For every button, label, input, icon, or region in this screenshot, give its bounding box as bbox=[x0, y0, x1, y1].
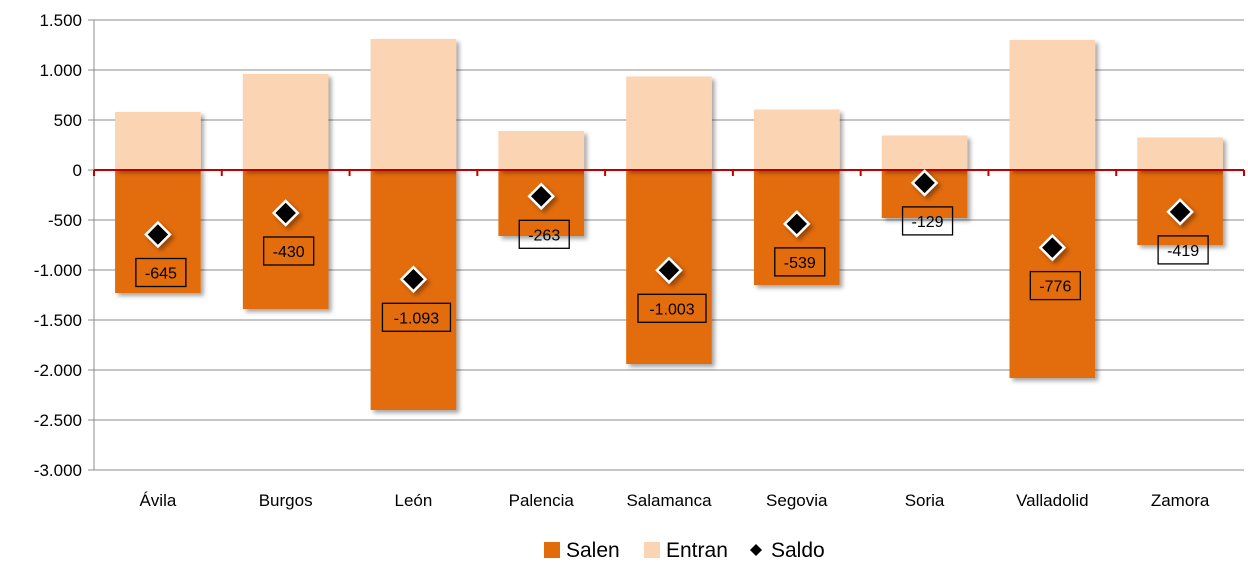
legend-swatch-salen bbox=[544, 542, 560, 558]
saldo-marker bbox=[1038, 233, 1067, 262]
data-label-box bbox=[637, 293, 707, 323]
data-label-box bbox=[135, 257, 187, 288]
data-label-box bbox=[518, 219, 570, 249]
bar-salen bbox=[1009, 170, 1096, 378]
saldo-marker bbox=[783, 210, 811, 238]
data-label: -419 bbox=[1167, 243, 1199, 260]
bar-salen bbox=[242, 170, 329, 309]
data-label-box bbox=[774, 247, 826, 277]
y-tick-label: 0 bbox=[73, 161, 82, 180]
legend-swatch-entran bbox=[644, 542, 660, 558]
bar-entran bbox=[881, 135, 968, 170]
category-label: Segovia bbox=[766, 491, 828, 510]
category-label: Soria bbox=[905, 491, 945, 510]
data-label: -776 bbox=[1039, 279, 1071, 296]
y-tick-label: -2.000 bbox=[34, 361, 82, 380]
y-tick-label: 500 bbox=[54, 111, 82, 130]
y-tick-label: 1.000 bbox=[39, 61, 82, 80]
category-label: Zamora bbox=[1151, 491, 1210, 510]
data-label: -263 bbox=[528, 227, 560, 244]
legend-label: Salen bbox=[566, 539, 620, 562]
saldo-marker bbox=[527, 182, 555, 211]
data-label-box bbox=[901, 206, 954, 236]
y-tick-label: -1.500 bbox=[34, 311, 82, 330]
category-label: Salamanca bbox=[626, 491, 712, 510]
legend-swatch-saldo bbox=[750, 544, 762, 556]
bar-entran bbox=[1009, 40, 1096, 170]
y-tick-label: -1.000 bbox=[34, 261, 82, 280]
data-label: -129 bbox=[912, 214, 944, 231]
bar-entran bbox=[242, 74, 329, 170]
data-label: -539 bbox=[784, 255, 816, 272]
bar-entran bbox=[1137, 137, 1223, 170]
bar-entran bbox=[498, 131, 585, 170]
saldo-marker bbox=[144, 220, 172, 249]
bar-entran bbox=[626, 76, 712, 170]
y-tick-label: -3.000 bbox=[34, 461, 82, 480]
legend-label: Saldo bbox=[771, 539, 825, 562]
saldo-marker bbox=[1166, 198, 1194, 226]
x-axis-labels: Ávila Burgos León Palencia Salamanca Segovia S… bbox=[139, 491, 1209, 510]
bars bbox=[115, 39, 1223, 410]
y-axis: 1.500 1.000 500 0 -500 -1.000 -1.500 -2.000 -2.5… bbox=[34, 11, 95, 480]
data-label: -1.093 bbox=[394, 310, 439, 327]
saldo-marker bbox=[655, 256, 683, 285]
category-label: Palencia bbox=[509, 491, 575, 510]
bar-entran bbox=[370, 39, 457, 170]
saldo-markers bbox=[144, 169, 1194, 294]
data-label-box bbox=[1029, 270, 1081, 301]
category-label: Burgos bbox=[259, 491, 313, 510]
y-tick-label: 1.500 bbox=[39, 11, 82, 30]
data-label-box bbox=[381, 302, 452, 332]
zero-line bbox=[93, 169, 1245, 176]
bar-entran bbox=[753, 109, 840, 170]
data-label-box bbox=[1157, 235, 1209, 265]
saldo-marker bbox=[399, 265, 428, 294]
y-tick-label: -2.500 bbox=[34, 411, 82, 430]
data-labels: -645 -430 -1.093 -263 -1.003 -539 -129 -776 -419 bbox=[135, 206, 1209, 332]
legend: Salen Entran Saldo bbox=[544, 539, 825, 562]
data-label-box bbox=[263, 236, 315, 266]
data-label: -430 bbox=[273, 244, 305, 261]
bar-entran bbox=[115, 112, 201, 170]
saldo-marker bbox=[271, 199, 300, 227]
data-label: -1.003 bbox=[649, 301, 694, 318]
data-label: -645 bbox=[145, 266, 177, 283]
legend-label: Entran bbox=[666, 539, 728, 562]
saldo-marker bbox=[910, 169, 939, 197]
category-label: Valladolid bbox=[1016, 491, 1088, 510]
category-label: Ávila bbox=[139, 491, 176, 510]
category-label: León bbox=[395, 491, 433, 510]
y-tick-label: -500 bbox=[48, 211, 82, 230]
